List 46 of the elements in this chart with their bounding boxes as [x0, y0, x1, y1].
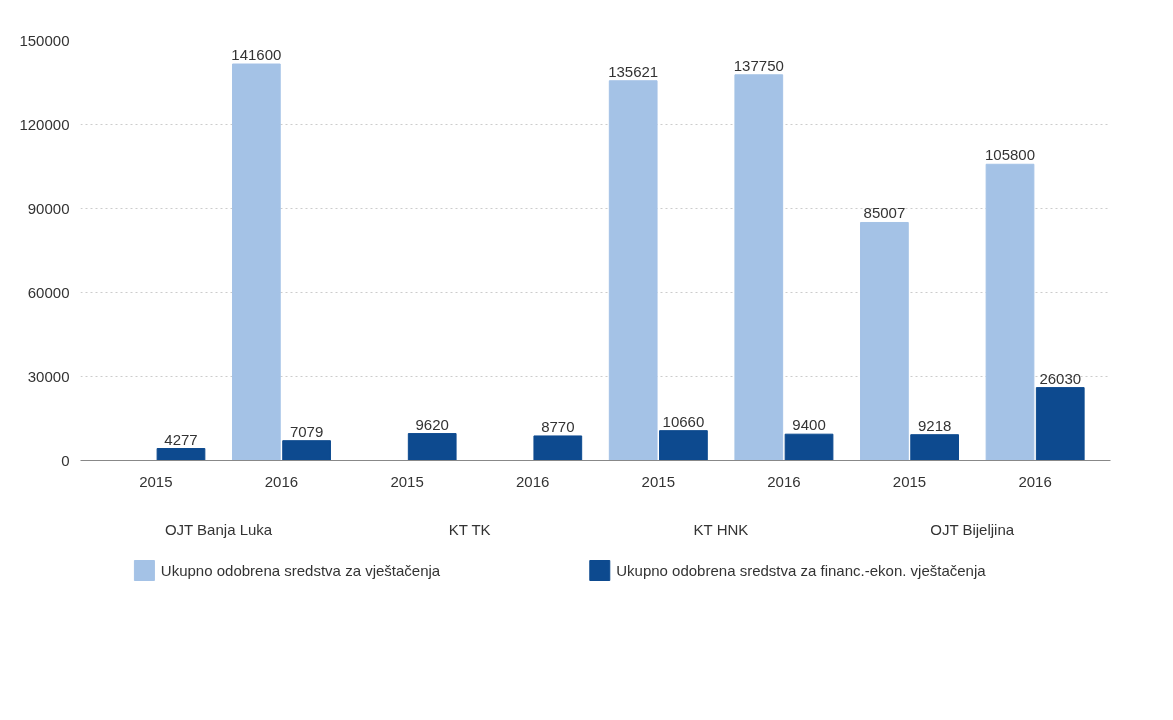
y-tick-label: 120000 [19, 115, 70, 133]
data-label: 10660 [662, 412, 705, 430]
bar [608, 80, 658, 461]
x-tick-label: 2016 [1018, 472, 1052, 490]
y-tick-label: 150000 [19, 31, 70, 49]
x-tick-label: 2016 [767, 472, 801, 490]
text: OJT Banja Luka [164, 520, 273, 538]
x-tick-label: 2015 [139, 472, 173, 490]
data-label: 135621 [608, 62, 659, 80]
x-tick-label: 2015 [641, 472, 675, 490]
text: OJT Bijeljina [930, 520, 1015, 538]
data-label: 141600 [231, 46, 282, 64]
legend-label: Ukupno odobrena sredstva za vještačenja [160, 562, 441, 579]
text: KT HNK [693, 520, 749, 538]
bar [734, 74, 784, 461]
bar [910, 434, 960, 461]
data-label: 137750 [733, 56, 784, 74]
y-tick-label: 0 [61, 451, 70, 469]
bar [860, 221, 909, 461]
data-label: 105800 [984, 146, 1036, 164]
data-label: 4277 [164, 430, 198, 448]
data-label: 8770 [541, 417, 575, 435]
bar [659, 430, 708, 461]
bar [784, 433, 834, 461]
data-label: 7079 [289, 422, 324, 440]
y-tick-label: 90000 [27, 199, 70, 217]
bar [985, 163, 1035, 461]
bar [533, 435, 583, 461]
bar [407, 433, 457, 461]
data-label: 9400 [792, 416, 826, 434]
data-label: 26030 [1039, 369, 1082, 387]
bar [1035, 387, 1085, 461]
legend-label: Ukupno odobrena sredstva za financ.-ekon. vještačenja [616, 562, 987, 579]
data-label: 9620 [415, 415, 449, 433]
x-tick-label: 2016 [516, 472, 550, 490]
data-label: 85007 [863, 204, 906, 222]
text: KT TK [448, 520, 491, 538]
x-tick-label: 2015 [892, 472, 927, 490]
bar [156, 448, 206, 461]
bar [282, 440, 331, 461]
y-tick-label: 60000 [27, 283, 70, 301]
data-label: 9218 [917, 416, 952, 434]
bar [231, 63, 281, 461]
y-tick-label: 30000 [27, 367, 70, 385]
x-tick-label: 2015 [390, 472, 424, 490]
x-tick-label: 2016 [264, 472, 299, 490]
